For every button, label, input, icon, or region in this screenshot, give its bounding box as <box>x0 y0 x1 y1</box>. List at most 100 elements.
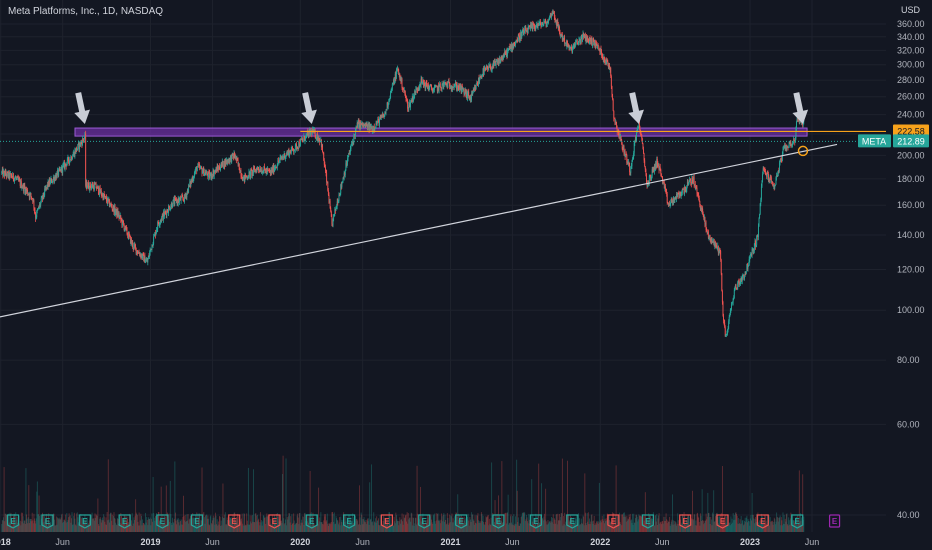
candle-body <box>663 181 665 183</box>
volume-bar <box>259 525 261 532</box>
candle-body <box>475 83 477 90</box>
volume-bar <box>403 514 405 532</box>
volume-bar <box>32 520 34 532</box>
volume-bar <box>708 512 710 532</box>
candle-body <box>422 79 424 82</box>
candle-body <box>790 142 792 145</box>
candle-body <box>673 198 675 203</box>
volume-bar <box>777 521 779 532</box>
candle-body <box>305 135 307 136</box>
volume-bar <box>93 518 95 532</box>
volume-bar <box>604 518 606 532</box>
candle-body <box>139 254 141 256</box>
candle-body <box>503 54 505 57</box>
earnings-icon <box>641 514 654 529</box>
candle-body <box>193 173 195 178</box>
candle-body <box>146 260 148 261</box>
candle-body <box>514 44 516 46</box>
volume-bar <box>479 523 481 532</box>
candle-body <box>434 87 436 88</box>
candle-body <box>613 118 615 120</box>
candle-body <box>651 169 653 177</box>
candle-body <box>213 172 215 176</box>
volume-bar <box>760 513 762 532</box>
volume-bars <box>1 455 805 532</box>
candle-body <box>589 37 591 41</box>
candle-body <box>82 138 84 140</box>
candle-body <box>259 168 261 172</box>
candle-body <box>693 177 695 186</box>
volume-bar <box>40 514 42 532</box>
volume-bar <box>696 513 698 532</box>
candle-body <box>58 169 60 176</box>
candle-body <box>88 182 90 189</box>
volume-bar <box>165 524 167 532</box>
volume-bar <box>298 524 300 532</box>
candle-body <box>344 170 346 175</box>
candle-body <box>355 127 357 131</box>
candle-body <box>380 116 382 118</box>
volume-bar <box>326 513 328 532</box>
volume-bar <box>3 467 5 532</box>
volume-bar <box>707 492 709 532</box>
candle-body <box>581 35 583 42</box>
candle-body <box>710 238 712 243</box>
volume-bar <box>11 520 13 532</box>
resistance-zone[interactable] <box>74 127 808 137</box>
candle-body <box>534 27 536 29</box>
candle-body <box>759 213 761 219</box>
candle-body <box>41 196 43 199</box>
volume-bar <box>168 519 170 532</box>
candle-body <box>321 145 323 148</box>
candle-body <box>261 170 262 172</box>
volume-bar <box>499 515 501 532</box>
volume-bar <box>607 520 609 532</box>
volume-bar <box>559 514 560 532</box>
volume-bar <box>185 521 187 532</box>
volume-bar <box>408 519 410 532</box>
volume-bar <box>775 521 777 532</box>
candle-body <box>612 99 614 111</box>
candle-body <box>482 68 484 75</box>
volume-bar <box>7 523 9 532</box>
volume-bar <box>138 525 139 532</box>
candle-body <box>632 158 633 161</box>
candle-body <box>407 100 409 109</box>
volume-bar <box>662 523 664 532</box>
volume-bar <box>116 518 118 532</box>
volume-bar <box>463 523 464 532</box>
volume-bar <box>525 514 527 532</box>
volume-bar <box>75 525 77 532</box>
volume-bar <box>754 519 756 532</box>
candle-body <box>386 109 388 111</box>
candle-body <box>678 193 680 198</box>
volume-bar <box>275 525 277 532</box>
candle-body <box>661 176 663 178</box>
drawing-overlays[interactable] <box>0 91 886 319</box>
candle-body <box>420 83 421 86</box>
time-axis[interactable]: 2018Jun2019Jun2020Jun2021Jun2022Jun2023J… <box>0 537 819 547</box>
volume-bar <box>484 521 486 532</box>
volume-bar <box>513 525 515 532</box>
volume-bar <box>581 523 583 532</box>
candle-body <box>63 162 65 169</box>
volume-bar <box>169 480 171 532</box>
candle-body <box>691 177 693 182</box>
candle-body <box>336 206 338 208</box>
volume-bar <box>42 522 44 532</box>
price-axis[interactable]: 40.0060.0080.00100.00120.00140.00160.001… <box>858 19 929 520</box>
volume-bar <box>334 524 336 532</box>
candle-body <box>575 41 577 43</box>
candle-body <box>108 199 110 207</box>
candle-body <box>760 186 762 200</box>
volume-bar <box>138 512 140 532</box>
volume-bar <box>691 519 693 532</box>
candle-body <box>416 88 418 91</box>
candle-body <box>164 211 166 213</box>
candle-body <box>374 127 376 129</box>
candle-body <box>420 78 422 86</box>
candle-body <box>333 214 335 219</box>
candle-body <box>400 76 402 83</box>
